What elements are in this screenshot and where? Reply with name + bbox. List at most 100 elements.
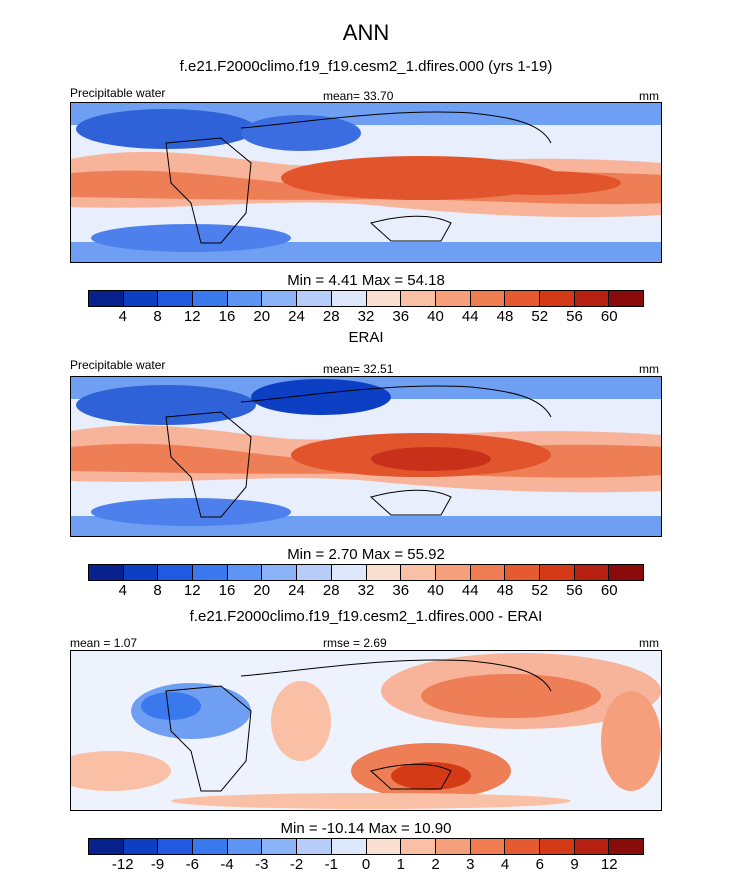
panel3-mean-label: mean = 1.07 (70, 636, 138, 650)
panel2-units-label: mm (639, 362, 659, 376)
panel3-rmse-label: rmse = 2.69 (323, 636, 387, 650)
panel2-colorbar-swatch (366, 565, 402, 580)
panel1-colorbar-ticks: 4 8 12 16 20 24 28 32 36 40 44 48 52 56 60 (88, 308, 644, 326)
panel1-colorbar-swatch (609, 291, 643, 306)
panel3-map (70, 650, 662, 811)
panel2-variable-label: Precipitable water (70, 358, 166, 372)
panel1-colorbar-tick-label: 24 (288, 308, 305, 325)
panel2-colorbar-tick-label: 24 (288, 582, 305, 599)
panel3-map-graphic (71, 651, 661, 810)
panel2-colorbar-swatch (123, 565, 159, 580)
panel2-colorbar-swatch (435, 565, 471, 580)
panel2-colorbar-swatch (89, 565, 124, 580)
panel1-colorbar-tick-label: 12 (183, 308, 201, 325)
panel2-map (70, 376, 662, 537)
panel1-colorbar-swatch (366, 291, 402, 306)
panel3-colorbar-tick-label: 0 (361, 856, 371, 873)
panel1-colorbar-swatch (227, 291, 263, 306)
panel3-colorbar-tick-label: 6 (535, 856, 544, 873)
panel3-colorbar-swatch (435, 839, 471, 854)
panel2-colorbar-tick-label: 44 (461, 582, 479, 599)
panel1-colorbar-swatch (123, 291, 159, 306)
panel3-colorbar-tick-label: 3 (466, 856, 475, 873)
panel3-colorbar-ticks: -12 -9 -6 -4 -3 -2 -1 0 1 2 3 4 6 9 12 (88, 856, 644, 874)
panel1-colorbar-swatch (262, 291, 298, 306)
panel3-colorbar-swatch (574, 839, 610, 854)
panel1-map (70, 102, 662, 263)
panel3-colorbar-tick-label: -12 (111, 856, 134, 873)
panel2-colorbar-tick-label: 28 (322, 582, 340, 599)
panel1-colorbar-swatch (470, 291, 506, 306)
panel3-colorbar-swatch (401, 839, 436, 854)
panel3-colorbar-swatch (158, 839, 194, 854)
panel3-colorbar-swatch (262, 839, 298, 854)
panel2-colorbar-swatch (297, 565, 332, 580)
panel1-colorbar-tick-label: 60 (600, 308, 618, 325)
panel1-colorbar-swatch (435, 291, 471, 306)
panel2-min-max: Min = 2.70 Max = 55.92 (287, 546, 445, 563)
panel3-colorbar-tick-label: 1 (396, 856, 405, 873)
panel2-colorbar-tick-label: 56 (566, 582, 583, 599)
panel1-colorbar-tick-label: 8 (153, 308, 162, 325)
panel2-title: ERAI (348, 329, 384, 346)
panel3-colorbar-tick-label: -6 (185, 856, 199, 873)
panel2-colorbar-swatch (609, 565, 643, 580)
panel2-colorbar-swatch (227, 565, 263, 580)
panel2-colorbar-tick-label: 8 (153, 582, 162, 599)
model-title: f.e21.F2000climo.f19_f19.cesm2_1.dfires.… (179, 58, 553, 75)
panel3-colorbar (88, 838, 644, 855)
panel3-colorbar-tick-label: 12 (600, 856, 618, 873)
panel1-colorbar-tick-label: 36 (392, 308, 410, 325)
panel3-colorbar-tick-label: 4 (500, 856, 510, 873)
panel2-colorbar (88, 564, 644, 581)
panel1-colorbar-tick-label: 44 (461, 308, 479, 325)
panel3-colorbar-swatch (227, 839, 263, 854)
panel1-colorbar-tick-label: 48 (496, 308, 514, 325)
panel3-colorbar-tick-label: 9 (570, 856, 579, 873)
panel2-colorbar-tick-label: 60 (600, 582, 618, 599)
panel2-colorbar-tick-label: 12 (183, 582, 201, 599)
panel3-colorbar-swatch (297, 839, 332, 854)
panel2-colorbar-tick-label: 32 (357, 582, 375, 599)
panel2-colorbar-tick-label: 4 (118, 582, 127, 599)
panel3-colorbar-swatch (331, 839, 367, 854)
panel2-colorbar-swatch (262, 565, 298, 580)
panel2-colorbar-swatch (193, 565, 228, 580)
panel2-colorbar-tick-label: 16 (218, 582, 236, 599)
panel1-colorbar-tick-label: 16 (218, 308, 236, 325)
panel1-colorbar-tick-label: 40 (427, 308, 444, 325)
panel2-colorbar-swatch (158, 565, 194, 580)
panel2-colorbar-swatch (331, 565, 367, 580)
panel3-colorbar-swatch (89, 839, 124, 854)
panel1-map-graphic (71, 103, 661, 262)
panel3-colorbar-swatch (470, 839, 506, 854)
panel3-colorbar-tick-label: -1 (324, 856, 338, 873)
panel3-colorbar-swatch (609, 839, 643, 854)
panel1-colorbar-swatch (505, 291, 540, 306)
panel1-mean-label: mean= 33.70 (323, 89, 394, 103)
panel2-colorbar-tick-label: 20 (253, 582, 271, 599)
panel3-units-label: mm (639, 636, 659, 650)
panel3-colorbar-swatch (539, 839, 575, 854)
panel1-variable-label: Precipitable water (70, 86, 166, 100)
panel1-colorbar-swatch (574, 291, 610, 306)
panel1-colorbar-swatch (89, 291, 124, 306)
panel3-title: f.e21.F2000climo.f19_f19.cesm2_1.dfires.… (189, 608, 543, 625)
panel2-colorbar-tick-label: 52 (531, 582, 549, 599)
panel2-mean-label: mean= 32.51 (323, 362, 394, 376)
panel1-colorbar-tick-label: 56 (566, 308, 583, 325)
panel1-colorbar-swatch (158, 291, 194, 306)
panel1-colorbar-swatch (193, 291, 228, 306)
panel3-colorbar-tick-label: 2 (431, 856, 440, 873)
panel1-colorbar-tick-label: 32 (357, 308, 375, 325)
panel1-units-label: mm (639, 89, 659, 103)
panel1-colorbar (88, 290, 644, 307)
panel2-colorbar-swatch (574, 565, 610, 580)
panel1-colorbar-tick-label: 52 (531, 308, 549, 325)
panel1-colorbar-swatch (401, 291, 436, 306)
panel1-colorbar-tick-label: 20 (253, 308, 271, 325)
panel3-colorbar-swatch (505, 839, 540, 854)
panel2-colorbar-swatch (470, 565, 506, 580)
panel3-colorbar-swatch (193, 839, 228, 854)
panel3-colorbar-tick-label: -4 (220, 856, 234, 873)
